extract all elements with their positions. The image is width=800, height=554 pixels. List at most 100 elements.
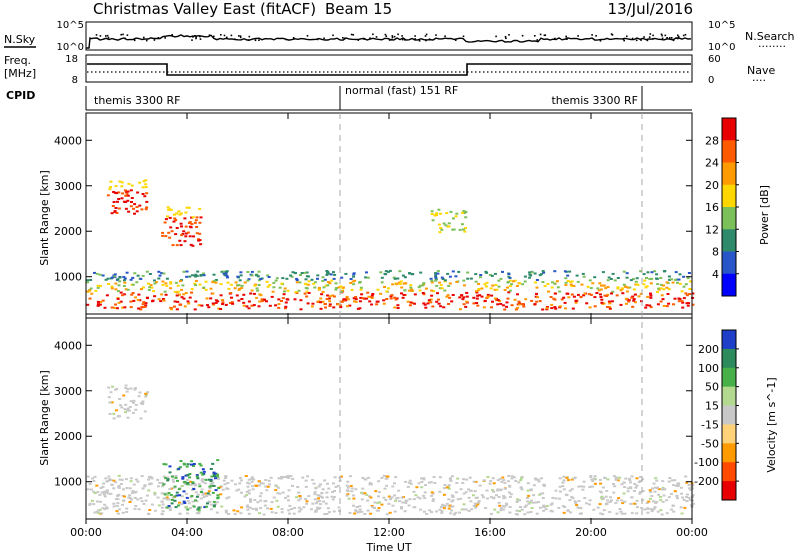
data-cell [685, 481, 689, 484]
data-cell [547, 290, 550, 293]
nsearch-dot [677, 35, 680, 38]
data-cell [126, 407, 130, 410]
data-cell [573, 500, 577, 503]
data-cell [570, 478, 574, 481]
data-cell [435, 510, 438, 513]
data-cell [112, 191, 116, 193]
data-cell [375, 509, 379, 512]
nsearch-dot [258, 39, 260, 41]
data-cell [349, 278, 353, 280]
data-cell [678, 282, 682, 285]
freq-trace [87, 63, 691, 76]
nsearch-dot [599, 40, 602, 42]
data-cell [328, 303, 332, 306]
data-cell [246, 505, 250, 508]
data-cell [588, 486, 592, 488]
data-cell [207, 500, 211, 503]
data-cell [464, 508, 468, 511]
data-cell [202, 470, 206, 473]
data-cell [255, 509, 258, 512]
data-cell [217, 487, 221, 490]
data-cell [629, 481, 632, 484]
data-cell [284, 496, 287, 499]
data-cell [400, 506, 403, 509]
data-cell [626, 490, 630, 493]
data-cell [122, 279, 126, 282]
data-cell [542, 504, 546, 507]
data-cell [684, 475, 688, 478]
data-cell [334, 282, 338, 285]
data-cell [270, 501, 274, 504]
freq-frame [85, 54, 693, 83]
data-cell [472, 480, 476, 483]
data-cell [626, 286, 630, 289]
data-cell [280, 477, 284, 480]
data-cell [507, 275, 511, 278]
data-cell [438, 490, 442, 493]
data-cell [118, 276, 122, 279]
nsearch-dot [99, 35, 102, 37]
data-cell [574, 299, 578, 302]
data-cell [603, 477, 607, 480]
data-cell [655, 273, 659, 276]
data-cell [388, 511, 392, 514]
nsearch-dot [565, 35, 567, 38]
data-cell [386, 270, 390, 273]
data-cell [560, 298, 564, 301]
data-cell [353, 300, 356, 303]
data-cell [606, 306, 610, 308]
data-cell [127, 210, 131, 213]
data-cell [325, 270, 329, 272]
data-cell [648, 489, 652, 492]
data-cell [147, 513, 151, 515]
nsearch-dot [554, 37, 556, 40]
data-cell [269, 507, 273, 510]
nsearch-dot [534, 35, 536, 37]
data-cell [129, 300, 133, 303]
data-cell [141, 400, 145, 403]
data-cell [566, 280, 570, 282]
data-cell [86, 303, 90, 306]
nsearch-dot [384, 33, 387, 36]
freq-panel: Freq. [MHz] 18 8 60 0 Nave .... [4, 54, 775, 86]
data-cell [565, 476, 569, 479]
data-cell [219, 308, 223, 310]
data-cell [112, 505, 116, 508]
data-cell [216, 497, 220, 500]
nsearch-dot [239, 36, 242, 39]
data-cell [513, 279, 517, 282]
data-cell [462, 503, 466, 506]
data-cell [125, 487, 129, 489]
data-cell [310, 305, 314, 308]
data-cell [496, 479, 500, 482]
data-cell [522, 305, 526, 308]
data-cell [138, 181, 142, 184]
data-cell [410, 289, 414, 292]
data-cell [166, 493, 170, 496]
data-cell [153, 509, 157, 512]
range-tick-label: 2000 [54, 430, 82, 443]
data-cell [178, 239, 182, 242]
data-cell [524, 504, 528, 507]
data-cell [188, 275, 192, 278]
colorbar-swatch [722, 251, 736, 275]
data-cell [616, 277, 620, 279]
data-cell [201, 493, 205, 496]
data-cell [519, 479, 523, 482]
data-cell [132, 299, 136, 302]
colorbar-swatch [722, 162, 736, 186]
data-cell [124, 411, 127, 414]
data-cell [458, 308, 462, 311]
nsearch-dot [254, 39, 257, 42]
data-cell [314, 510, 318, 513]
data-cell [302, 506, 306, 509]
data-cell [191, 216, 195, 219]
data-cell [130, 197, 134, 199]
data-cell [214, 489, 218, 492]
range-tick-label: 3000 [54, 385, 82, 398]
data-cell [247, 512, 251, 515]
data-cell [424, 484, 427, 487]
data-cell [281, 491, 285, 494]
data-cell [286, 474, 290, 477]
data-cell [442, 507, 446, 510]
